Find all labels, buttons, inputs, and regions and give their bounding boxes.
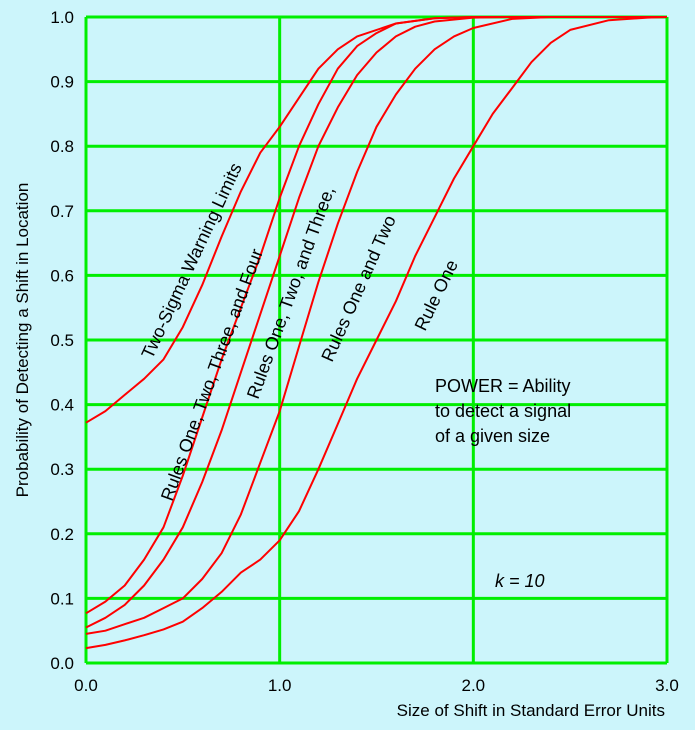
power-curves — [85, 16, 668, 650]
y-tick-label-4: 0.4 — [50, 396, 74, 415]
curve-label-rules-12: Rules One and Two — [317, 212, 399, 364]
y-tick-label-0: 0.0 — [50, 654, 74, 673]
series-line-3 — [85, 16, 667, 635]
curve-label-rule-one: Rule One — [411, 257, 462, 334]
power-note-line-1: POWER = Ability — [435, 376, 571, 396]
y-tick-label-1: 0.1 — [50, 589, 74, 608]
k-value-note: k = 10 — [495, 571, 545, 591]
curve-label-rules-123: Rules One, Two, and Three, — [243, 184, 339, 402]
y-tick-labels: 0.0 0.1 0.2 0.3 0.4 0.5 0.6 0.7 0.8 0.9 1.0 — [50, 8, 74, 673]
y-tick-label-6: 0.6 — [50, 266, 74, 285]
y-tick-label-3: 0.3 — [50, 460, 74, 479]
power-note-line-3: of a given size — [435, 426, 550, 446]
y-tick-label-5: 0.5 — [50, 331, 74, 350]
x-tick-labels: 0.0 1.0 2.0 3.0 — [74, 676, 679, 695]
y-tick-label-9: 0.9 — [50, 73, 74, 92]
x-tick-label-2: 2.0 — [462, 676, 486, 695]
x-tick-label-1: 1.0 — [268, 676, 292, 695]
series-line-0 — [85, 16, 667, 424]
y-axis-title: Probability of Detecting a Shift in Loca… — [13, 183, 32, 498]
x-tick-label-0: 0.0 — [74, 676, 98, 695]
x-tick-label-3: 3.0 — [655, 676, 679, 695]
y-tick-label-8: 0.8 — [50, 137, 74, 156]
series-line-4 — [85, 16, 668, 650]
y-tick-label-10: 1.0 — [50, 8, 74, 27]
series-line-2 — [85, 16, 667, 629]
y-tick-label-7: 0.7 — [50, 202, 74, 221]
power-note-line-2: to detect a signal — [435, 401, 571, 421]
series-line-1 — [85, 16, 667, 615]
x-axis-title: Size of Shift in Standard Error Units — [397, 701, 665, 720]
y-tick-label-2: 0.2 — [50, 525, 74, 544]
